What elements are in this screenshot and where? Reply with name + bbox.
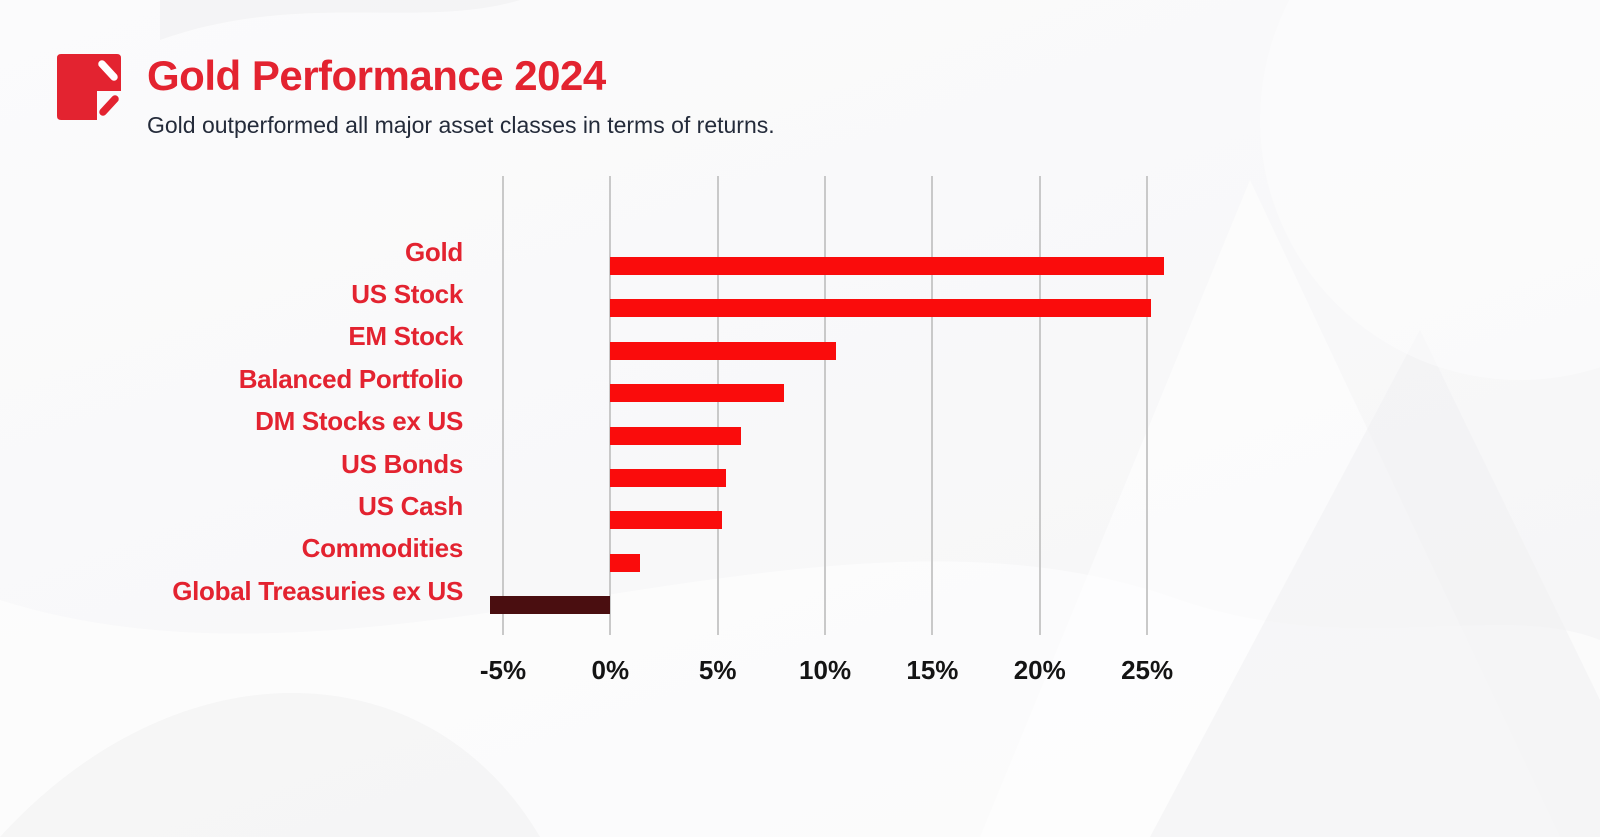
category-label: Balanced Portfolio bbox=[238, 363, 464, 394]
bar-negative bbox=[490, 596, 611, 615]
axis-tick-label: 20% bbox=[1013, 655, 1066, 685]
bar-positive bbox=[610, 426, 742, 445]
axis-tick-label: 10% bbox=[799, 655, 852, 685]
bar-positive bbox=[610, 299, 1152, 318]
category-label: Commodities bbox=[301, 533, 464, 564]
bar-positive bbox=[610, 469, 727, 487]
bar-positive bbox=[610, 257, 1165, 275]
category-label: Gold bbox=[404, 236, 463, 267]
axis-tick-label: 15% bbox=[906, 655, 959, 685]
axis-tick-label: -5% bbox=[479, 655, 527, 685]
gridline bbox=[502, 176, 504, 635]
axis-tick-label: 25% bbox=[1121, 655, 1174, 685]
category-label: EM Stock bbox=[348, 321, 463, 352]
category-label: Global Treasuries ex US bbox=[172, 575, 463, 606]
pen-note-logo-icon bbox=[57, 54, 121, 120]
category-label: US Cash bbox=[358, 491, 463, 522]
axis-tick-label: 0% bbox=[591, 655, 630, 685]
gridline bbox=[716, 176, 719, 635]
gridline bbox=[609, 176, 612, 635]
page-subtitle: Gold outperformed all major asset classe… bbox=[147, 112, 775, 139]
header-text: Gold Performance 2024 Gold outperformed … bbox=[147, 52, 775, 139]
gridline bbox=[824, 176, 827, 635]
bar-positive bbox=[610, 553, 641, 572]
bar-positive bbox=[610, 384, 785, 403]
category-label: US Bonds bbox=[341, 448, 463, 479]
gridline bbox=[931, 176, 934, 635]
bar-positive bbox=[610, 511, 722, 530]
gridline bbox=[1038, 176, 1041, 635]
header: Gold Performance 2024 Gold outperformed … bbox=[57, 52, 775, 139]
category-label: US Stock bbox=[351, 279, 463, 310]
axis-tick-label: 5% bbox=[698, 655, 737, 685]
category-label: DM Stocks ex US bbox=[255, 406, 463, 437]
page-title: Gold Performance 2024 bbox=[147, 52, 606, 99]
gridline bbox=[1146, 176, 1149, 635]
bar-positive bbox=[610, 341, 836, 360]
